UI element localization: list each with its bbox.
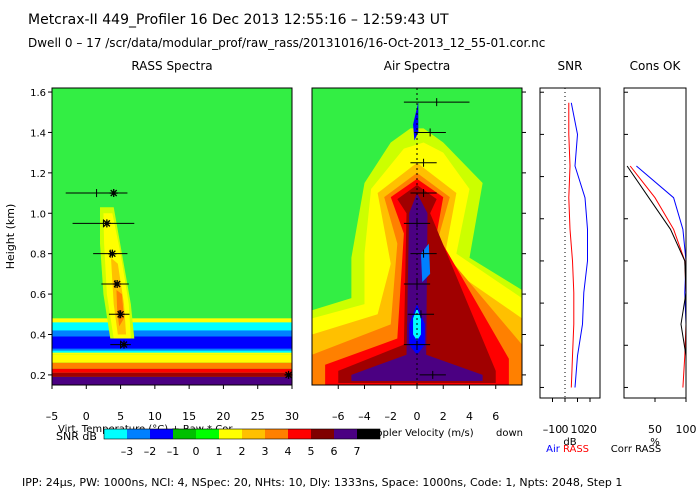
colorbar-tick: 3: [262, 445, 269, 458]
x-tick-label: –2: [385, 410, 398, 423]
panel-xlabel: %: [650, 437, 660, 448]
rass-band: [52, 368, 292, 373]
header-line2: Dwell 0 – 17 /scr/data/modular_prof/raw_…: [28, 36, 545, 50]
panel-title: SNR: [558, 59, 583, 73]
colorbar-tick: 4: [285, 445, 292, 458]
rass-spectra-panel: 0.2 0.4 0.6 0.8 1.0 1.2 1.4 1.6 –5 0 5 10 15 20 25 30 RA…: [4, 59, 299, 435]
colorbar-tick: –3: [121, 445, 134, 458]
x-tick-label: 0: [83, 410, 90, 423]
x-tick-label: 25: [251, 410, 265, 423]
series-rass: [568, 102, 575, 388]
x-tick-label: –6: [332, 410, 345, 423]
colorbar-swatch: [357, 429, 380, 439]
y-tick-label: 1.0: [30, 209, 46, 220]
colorbar-swatch: [242, 429, 265, 439]
colorbar-tick: –2: [144, 445, 157, 458]
x-tick-label: 20: [583, 423, 597, 436]
air-contour: [413, 102, 419, 141]
rass-band: [52, 372, 292, 377]
plot-frame: [51, 87, 293, 386]
profile-legend: Air RASS Corr RASS: [546, 444, 661, 455]
colorbar-tick: 6: [331, 445, 338, 458]
y-tick-label: 1.6: [30, 88, 46, 99]
x-tick-label: –10: [543, 423, 563, 436]
series-air: [570, 102, 588, 388]
x-tick-label: 15: [182, 410, 196, 423]
cor-point: [120, 340, 128, 349]
colorbar-swatch: [219, 429, 242, 439]
y-axis-label: Height (km): [4, 204, 17, 270]
colorbar-swatch: [311, 429, 334, 439]
rass-title: RASS Spectra: [131, 59, 212, 73]
footer-params: IPP: 24μs, PW: 1000ns, NCI: 4, NSpec: 20…: [22, 476, 622, 489]
colorbar-tick: 0: [193, 445, 200, 458]
plot-frame: [539, 87, 601, 399]
x-tick-label: 0: [562, 423, 569, 436]
x-tick-label: 5: [117, 410, 124, 423]
legend-corr-rass: Corr RASS: [611, 444, 661, 455]
colorbar-label: SNR dB: [56, 430, 97, 443]
y-tick-label: 1.4: [30, 128, 46, 139]
legend-rass: RASS: [563, 444, 589, 455]
colorbar-tick: 7: [354, 445, 361, 458]
y-tick-label: 0.2: [30, 371, 46, 382]
rass-band: [52, 376, 292, 385]
plot-bg: [540, 88, 600, 398]
air-title: Air Spectra: [384, 59, 451, 73]
x-tick-label: 10: [571, 423, 585, 436]
x-tick-label: 0: [414, 410, 421, 423]
panel-title: Cons OK: [630, 59, 682, 73]
rass-band: [52, 354, 292, 363]
header-line1: Metcrax-II 449_Profiler 16 Dec 2013 12:5…: [28, 12, 449, 28]
colorbar-swatch: [288, 429, 311, 439]
colorbar-swatch: [265, 429, 288, 439]
air-down-label: down: [496, 428, 523, 439]
x-tick-label: 6: [492, 410, 499, 423]
cor-point: [109, 189, 118, 198]
y-tick-label: 0.4: [30, 330, 46, 341]
colorbar-tick: 1: [216, 445, 223, 458]
colorbar-swatch: [196, 429, 219, 439]
y-tick-label: 0.6: [30, 290, 46, 301]
x-tick-label: 100: [676, 423, 697, 436]
colorbar-swatch: [104, 429, 127, 439]
x-tick-label: 2: [440, 410, 447, 423]
colorbar-frame: [103, 428, 381, 440]
x-tick-label: –5: [46, 410, 59, 423]
air-xlabel: Doppler Velocity (m/s): [362, 428, 473, 439]
cor-point: [108, 249, 117, 258]
series-corr-rass: [626, 165, 687, 388]
cor-point: [102, 219, 111, 228]
colorbar-tick: 2: [239, 445, 246, 458]
colorbar-swatch: [334, 429, 357, 439]
x-tick-label: 4: [466, 410, 473, 423]
colorbar-tick: 5: [308, 445, 315, 458]
x-tick-label: 30: [285, 410, 299, 423]
colorbar-swatch: [150, 429, 173, 439]
snr-colorbar: SNR dB –3 –2 –1 0 1 2 3 4 5 6 7: [56, 428, 381, 458]
x-tick-label: 20: [216, 410, 230, 423]
cons-ok-panel: 50 100 Cons OK%: [623, 59, 697, 448]
y-tick-label: 1.2: [30, 169, 46, 180]
cor-point: [116, 310, 125, 319]
legend-air: Air: [546, 444, 561, 455]
y-tick-label: 0.8: [30, 250, 46, 261]
x-tick-label: 50: [648, 423, 662, 436]
colorbar-swatch: [173, 429, 196, 439]
colorbar-swatch: [127, 429, 150, 439]
x-tick-label: 10: [148, 410, 162, 423]
rass-band: [52, 362, 292, 369]
x-tick-label: –4: [358, 410, 371, 423]
plot-bg: [624, 88, 686, 398]
cor-point: [113, 279, 122, 288]
rass-band: [52, 336, 292, 349]
panel-xlabel: dB: [563, 437, 576, 448]
cor-point: [284, 370, 293, 379]
colorbar-tick: –1: [167, 445, 180, 458]
